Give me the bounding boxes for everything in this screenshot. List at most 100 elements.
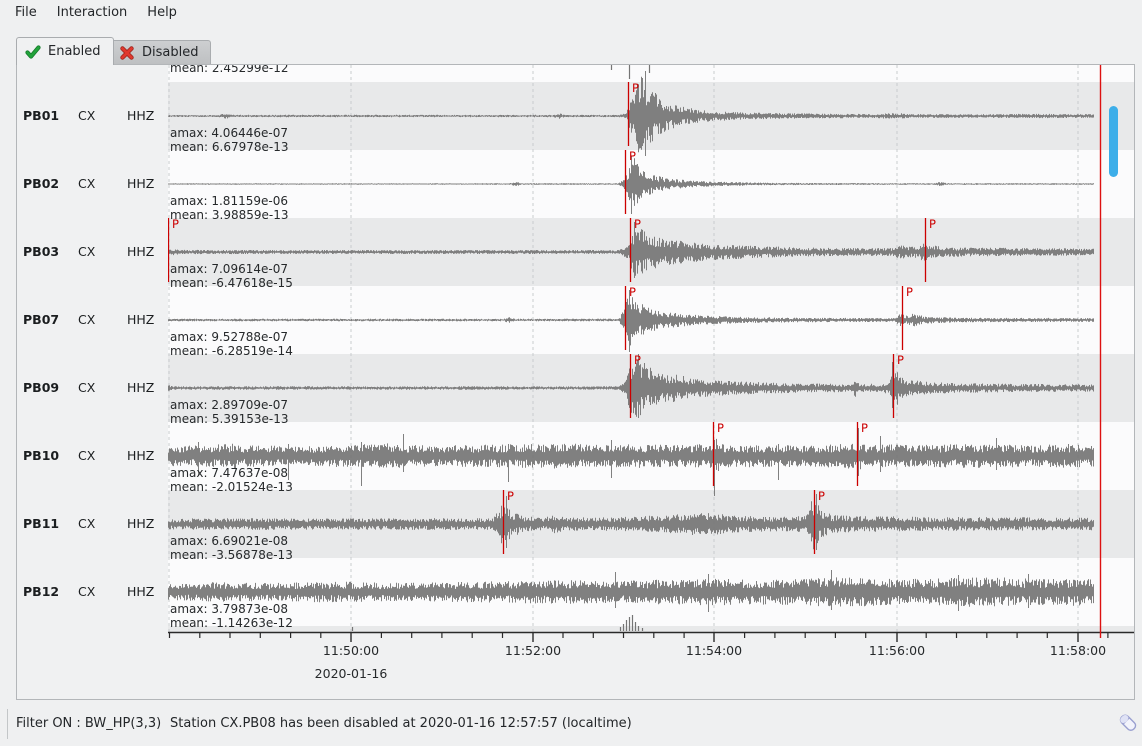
date-label: 2020-01-16	[314, 666, 388, 681]
p-pick-marker-PB11[interactable]: P	[502, 489, 515, 554]
tab-content-pane: mean: 2.45299e-12 PB01 CX HHZ amax: 4.06446…	[16, 64, 1135, 700]
p-pick-marker-PB02[interactable]: P	[624, 149, 637, 214]
p-pick-marker-PB03[interactable]: P	[629, 217, 642, 282]
station-channel: HHZ	[127, 244, 155, 259]
p-pick-label: P	[818, 489, 825, 503]
p-pick-label: P	[172, 217, 179, 231]
station-network: CX	[78, 584, 96, 599]
trace-view[interactable]: mean: 2.45299e-12 PB01 CX HHZ amax: 4.06446…	[17, 65, 1134, 699]
trace-waveform-PB12	[168, 570, 1094, 612]
p-pick-marker-PB09[interactable]: P	[892, 353, 905, 418]
cross-icon	[120, 45, 134, 60]
station-label-PB02: PB02 CX HHZ	[17, 176, 168, 192]
filter-status: Filter ON : BW_HP(3,3)	[16, 716, 162, 731]
station-code: PB10	[23, 448, 60, 463]
p-pick-label: P	[717, 421, 724, 435]
trace-waveform-PB07	[168, 290, 1094, 352]
amax-label-PB07: amax: 9.52788e-07	[170, 330, 288, 344]
mean-label-PB10: mean: -2.01524e-13	[170, 480, 293, 494]
p-pick-label: P	[632, 81, 639, 95]
amax-label-PB12: amax: 3.79873e-08	[170, 602, 288, 616]
check-icon	[25, 44, 41, 59]
station-network: CX	[78, 380, 96, 395]
amax-label-PB09: amax: 2.89709e-07	[170, 398, 288, 412]
p-pick-label: P	[906, 285, 913, 299]
partial-trace-bottom-spikes	[351, 615, 644, 631]
amax-label-PB02: amax: 1.81159e-06	[170, 194, 288, 208]
station-channel: HHZ	[127, 584, 155, 599]
time-tick-label: 11:52:00	[504, 643, 562, 658]
waveform-canvas[interactable]: P P P P P P P P P P P P P	[168, 65, 1134, 699]
partial-trace-top-spikes	[610, 65, 651, 79]
tab-disabled[interactable]: Disabled	[110, 40, 212, 64]
p-pick-marker-PB01[interactable]: P	[627, 81, 640, 146]
trace-waveform-PB02	[168, 156, 1094, 214]
p-pick-marker-PB09[interactable]: P	[629, 353, 642, 418]
trace-waveform-PB09	[168, 354, 1094, 418]
p-pick-label: P	[634, 217, 641, 231]
station-channel: HHZ	[127, 380, 155, 395]
station-channel: HHZ	[127, 516, 155, 531]
p-pick-marker-PB10[interactable]: P	[856, 421, 869, 486]
p-pick-marker-PB11[interactable]: P	[813, 489, 826, 554]
station-network: CX	[78, 176, 96, 191]
status-message: Station CX.PB08 has been disabled at 202…	[170, 716, 632, 731]
statusbar-separator	[7, 709, 8, 739]
station-channel: HHZ	[127, 176, 155, 191]
tab-enabled[interactable]: Enabled	[16, 37, 114, 65]
mean-label-PB09: mean: 5.39153e-13	[170, 412, 289, 426]
station-channel: HHZ	[127, 108, 155, 123]
time-tick-label: 11:56:00	[868, 643, 926, 658]
mean-label-PB12: mean: -1.14263e-12	[170, 616, 293, 630]
mean-label-PB11: mean: -3.56878e-13	[170, 548, 293, 562]
p-pick-label: P	[507, 489, 514, 503]
station-label-PB12: PB12 CX HHZ	[17, 584, 168, 600]
p-pick-marker-PB10[interactable]: P	[712, 421, 725, 486]
menu-item-file[interactable]: File	[15, 5, 37, 20]
mean-label-PB07: mean: -6.28519e-14	[170, 344, 293, 358]
station-code: PB09	[23, 380, 60, 395]
trace-waveform-PB11	[168, 494, 1094, 550]
trace-waveform-PB01	[168, 71, 1094, 156]
p-pick-label: P	[629, 149, 636, 163]
station-code: PB02	[23, 176, 60, 191]
p-pick-label: P	[929, 217, 936, 231]
station-code: PB03	[23, 244, 60, 259]
mean-label-PB01: mean: 6.67978e-13	[170, 140, 289, 154]
amax-label-PB11: amax: 6.69021e-08	[170, 534, 288, 548]
p-pick-marker-PB07[interactable]: P	[624, 285, 637, 350]
p-pick-label: P	[861, 421, 868, 435]
partial-trace-row-bottom	[168, 626, 1134, 632]
minor-ticks	[168, 633, 1109, 638]
amax-label-PB03: amax: 7.09614e-07	[170, 262, 288, 276]
station-code: PB01	[23, 108, 60, 123]
amax-label-PB10: amax: 7.47637e-08	[170, 466, 288, 480]
station-channel: HHZ	[127, 312, 155, 327]
p-pick-label: P	[634, 353, 641, 367]
size-grip-icon[interactable]	[1114, 704, 1142, 736]
p-pick-marker-PB07[interactable]: P	[901, 285, 914, 350]
menu-bar: File Interaction Help	[0, 0, 1142, 28]
station-label-PB01: PB01 CX HHZ	[17, 108, 168, 124]
major-ticks	[350, 633, 1079, 642]
time-tick-label: 11:54:00	[685, 643, 743, 658]
p-pick-label: P	[629, 285, 636, 299]
scrollbar-thumb[interactable]	[1109, 106, 1118, 177]
tab-label: Disabled	[142, 45, 199, 60]
p-pick-label: P	[897, 353, 904, 367]
station-network: CX	[78, 312, 96, 327]
time-tick-label: 11:50:00	[322, 643, 380, 658]
menu-item-help[interactable]: Help	[147, 5, 177, 20]
p-pick-marker-PB03[interactable]: P	[168, 217, 180, 282]
station-network: CX	[78, 516, 96, 531]
amax-label-PB01: amax: 4.06446e-07	[170, 126, 288, 140]
status-bar: Filter ON : BW_HP(3,3) Station CX.PB08 h…	[0, 706, 1142, 746]
station-label-PB03: PB03 CX HHZ	[17, 244, 168, 260]
time-tick-label: 11:58:00	[1049, 643, 1107, 658]
station-network: CX	[78, 448, 96, 463]
p-pick-marker-PB03[interactable]: P	[924, 217, 937, 282]
station-network: CX	[78, 108, 96, 123]
menu-item-interaction[interactable]: Interaction	[56, 5, 128, 20]
station-code: PB12	[23, 584, 60, 599]
